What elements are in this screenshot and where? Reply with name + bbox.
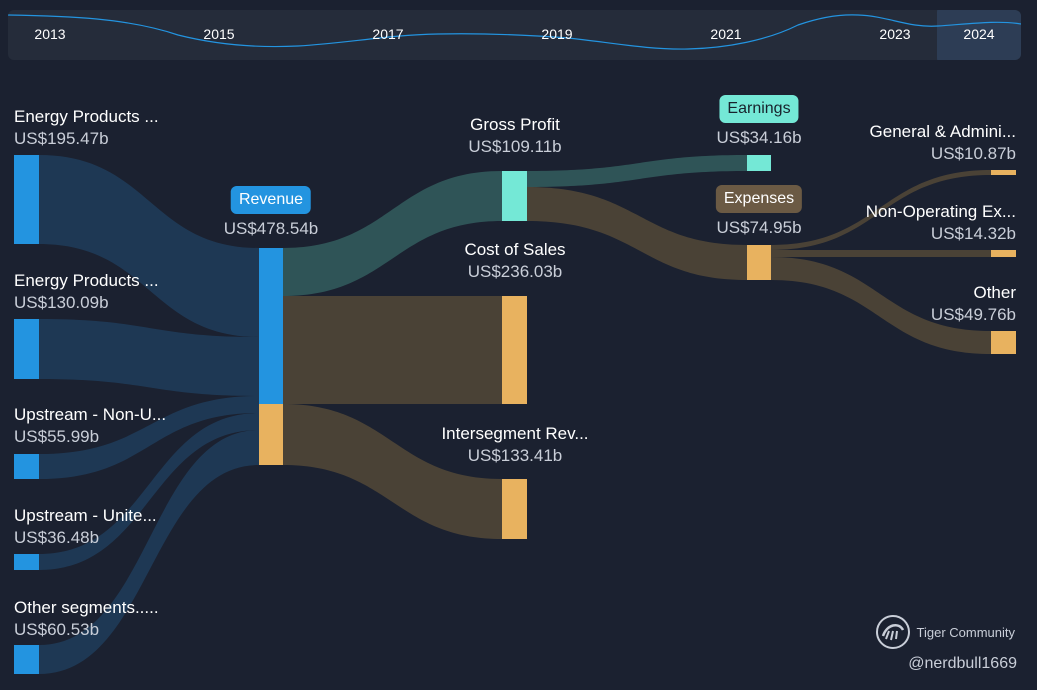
source1-name: Energy Products ... xyxy=(14,107,159,126)
label-cost-of-sales: Cost of Sales US$236.03b xyxy=(464,240,565,282)
general-admin-name: General & Admini... xyxy=(869,122,1016,141)
non-operating-name: Non-Operating Ex... xyxy=(865,202,1016,221)
flow-revenue-cost-of-sales xyxy=(283,296,502,404)
node-bar-intersegment[interactable] xyxy=(502,479,527,539)
node-bar-cost-of-sales[interactable] xyxy=(502,296,527,404)
node-bar-gross-profit[interactable] xyxy=(502,171,527,221)
flow-source5-revenue xyxy=(39,430,259,674)
flow-gross-profit-expenses xyxy=(527,187,747,280)
gross-profit-name: Gross Profit xyxy=(470,115,560,134)
label-source3: Upstream - Non-U... US$55.99b xyxy=(14,405,166,447)
flow-revenue-intersegment xyxy=(283,404,502,539)
label-gross-profit: Gross Profit US$109.11b xyxy=(468,115,561,157)
label-source4: Upstream - Unite... US$36.48b xyxy=(14,506,157,548)
node-bar-general-admin[interactable] xyxy=(991,170,1016,175)
flow-source1-revenue xyxy=(39,155,259,337)
general-admin-value: US$10.87b xyxy=(930,144,1016,163)
flow-source2-revenue xyxy=(39,319,259,396)
source4-name: Upstream - Unite... xyxy=(14,506,157,525)
label-other: Other US$49.76b xyxy=(931,283,1016,325)
year-2019[interactable]: 2019 xyxy=(541,26,573,42)
node-bar-earnings[interactable] xyxy=(747,155,771,171)
label-source2: Energy Products ... US$130.09b xyxy=(14,271,159,313)
node-bar-non-operating[interactable] xyxy=(991,250,1016,257)
label-expenses: Expenses US$74.95b xyxy=(715,185,803,238)
flow-expenses-non-operating xyxy=(771,250,991,257)
year-2023[interactable]: 2023 xyxy=(879,26,911,42)
node-bar-expenses[interactable] xyxy=(747,245,771,280)
tiger-logo-icon xyxy=(875,615,910,649)
node-bar-source1[interactable] xyxy=(14,155,39,244)
earnings-value: US$34.16b xyxy=(716,128,802,147)
gross-profit-value: US$109.11b xyxy=(468,137,562,156)
year-timeline[interactable]: 2013 2015 2017 2019 2021 2023 2024 xyxy=(8,10,1021,60)
flow-gross-profit-earnings xyxy=(527,155,747,187)
year-2013[interactable]: 2013 xyxy=(34,26,66,42)
source2-value: US$130.09b xyxy=(14,293,109,312)
flow-expenses-general-admin xyxy=(771,170,991,250)
node-bar-other[interactable] xyxy=(991,331,1016,354)
flow-source3-revenue xyxy=(39,396,259,479)
source2-name: Energy Products ... xyxy=(14,271,159,290)
year-2021[interactable]: 2021 xyxy=(710,26,742,42)
cost-of-sales-name: Cost of Sales xyxy=(464,240,566,259)
node-bar-source2[interactable] xyxy=(14,319,39,379)
flow-source4-revenue xyxy=(39,413,259,570)
node-bar-revenue-lower[interactable] xyxy=(259,404,283,465)
earnings-badge[interactable]: Earnings xyxy=(719,95,799,123)
label-intersegment: Intersegment Rev... US$133.41b xyxy=(441,424,588,466)
label-source1: Energy Products ... US$195.47b xyxy=(14,107,159,149)
label-source5: Other segments..... US$60.53b xyxy=(14,598,159,640)
expenses-badge[interactable]: Expenses xyxy=(715,185,803,213)
non-operating-value: US$14.32b xyxy=(930,224,1016,243)
label-non-operating: Non-Operating Ex... US$14.32b xyxy=(866,202,1016,244)
other-name: Other xyxy=(973,283,1016,302)
intersegment-name: Intersegment Rev... xyxy=(441,424,589,443)
node-bar-source5[interactable] xyxy=(14,645,39,674)
timeline-sparkline xyxy=(8,14,1021,50)
label-earnings: Earnings US$34.16b xyxy=(716,95,802,148)
year-2017[interactable]: 2017 xyxy=(372,26,404,42)
other-value: US$49.76b xyxy=(930,305,1016,324)
year-2015[interactable]: 2015 xyxy=(203,26,235,42)
expenses-value: US$74.95b xyxy=(716,218,802,237)
selected-year-highlight[interactable] xyxy=(937,10,1021,60)
node-bar-source3[interactable] xyxy=(14,454,39,479)
source1-value: US$195.47b xyxy=(14,129,109,148)
source5-name: Other segments..... xyxy=(14,598,159,617)
node-bar-revenue-upper[interactable] xyxy=(259,248,283,404)
source3-value: US$55.99b xyxy=(14,427,100,446)
source3-name: Upstream - Non-U... xyxy=(14,405,167,424)
intersegment-value: US$133.41b xyxy=(467,446,563,465)
label-general-admin: General & Admini... US$10.87b xyxy=(870,122,1016,164)
source5-value: US$60.53b xyxy=(14,620,100,639)
flow-revenue-gross-profit xyxy=(283,171,502,296)
year-2024[interactable]: 2024 xyxy=(963,26,995,42)
watermark-brand: Tiger Community xyxy=(875,614,1015,650)
label-revenue: Revenue US$478.54b xyxy=(223,186,319,239)
cost-of-sales-value: US$236.03b xyxy=(467,262,563,281)
node-bar-source4[interactable] xyxy=(14,554,39,570)
revenue-value: US$478.54b xyxy=(223,219,319,238)
revenue-badge[interactable]: Revenue xyxy=(230,186,312,214)
watermark-user: @nerdbull1669 xyxy=(908,655,1017,672)
flow-expenses-other xyxy=(771,257,991,354)
source4-value: US$36.48b xyxy=(14,528,100,547)
watermark-brand-text: Tiger Community xyxy=(916,624,1015,640)
